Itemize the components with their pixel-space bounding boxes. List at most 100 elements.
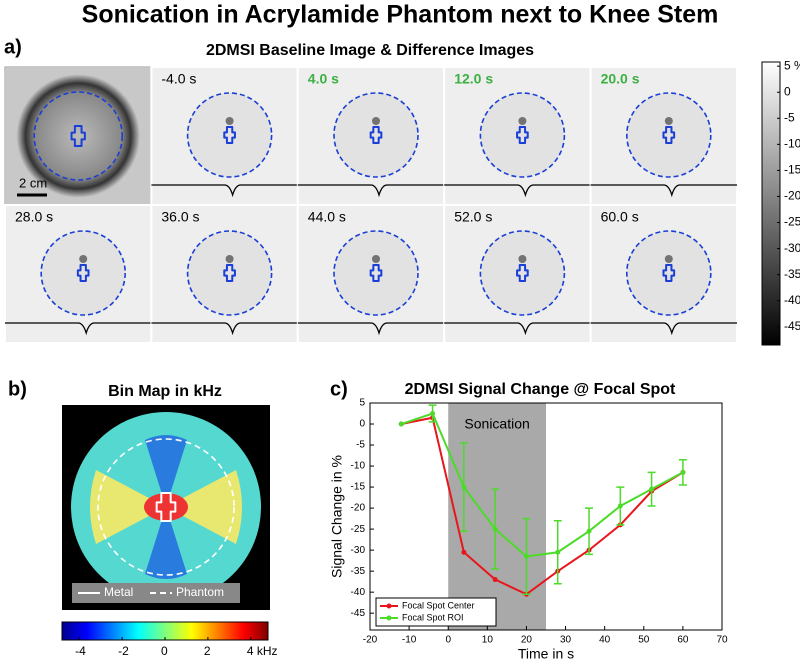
x-tick-label: 70 (716, 635, 728, 646)
metal-outline (223, 264, 236, 282)
metal-outline (662, 126, 676, 144)
panel-label: c) (330, 378, 348, 400)
focal-spot (664, 255, 673, 263)
y-tick-label: -35 (351, 566, 366, 577)
metal-outline (369, 126, 383, 144)
colorbar-label: -5 (784, 110, 795, 124)
phantom-region (186, 230, 273, 316)
phantom-outline (97, 438, 235, 576)
focal-spot (225, 255, 234, 263)
colorbar-label: -10 (784, 137, 800, 151)
data-point (492, 577, 498, 583)
metal-outline (516, 126, 529, 144)
colorbar-label: -30 (784, 241, 800, 255)
x-tick-label: 40 (599, 635, 611, 646)
y-tick-label: -10 (351, 461, 366, 472)
y-tick-label: 0 (359, 419, 365, 430)
colorbar-label: 5 % (784, 58, 800, 72)
phantom-region (625, 230, 712, 316)
metal-outline (662, 264, 676, 282)
profile-line (297, 322, 445, 336)
data-point (492, 526, 498, 532)
profile-line (151, 184, 298, 198)
focal-spot (79, 255, 88, 263)
data-point (680, 469, 686, 475)
colorbar (761, 61, 781, 346)
focal-spot (225, 117, 234, 125)
legend-label: Focal Spot Center (402, 600, 475, 610)
x-tick-label: 20 (521, 635, 533, 646)
y-tick-label: -15 (351, 482, 366, 493)
legend-marker (386, 603, 392, 609)
colorbar-label: -15 (784, 163, 800, 177)
colorbar-label: -20 (784, 189, 800, 203)
profile-line (5, 322, 152, 336)
legend-marker (386, 615, 392, 621)
colorbar-label: -4 (75, 644, 86, 658)
colorbar-label: 4 kHz (247, 644, 278, 658)
colorbar-label: -25 (784, 215, 800, 229)
colorbar-label: -35 (784, 267, 800, 281)
figure-title: Sonication in Acrylamide Phantom next to… (82, 1, 719, 29)
focal-spot (372, 117, 380, 125)
metal-outline (369, 264, 383, 282)
metal-outline (516, 264, 529, 282)
profile-line (590, 184, 737, 198)
phantom-region (333, 230, 419, 316)
y-tick-label: -45 (351, 608, 366, 619)
colorbar-label: 0 (784, 84, 791, 98)
focal-spot (518, 117, 527, 125)
profile-line (444, 184, 591, 198)
colorbar-label: -45 (784, 319, 800, 333)
frame-time: 44.0 s (308, 209, 346, 225)
y-tick-label: -25 (351, 524, 366, 535)
y-tick-label: -40 (351, 587, 366, 598)
x-tick-label: -10 (402, 635, 417, 646)
phantom-region (479, 230, 566, 316)
x-tick-label: 10 (482, 635, 494, 646)
frame-time: 4.0 s (308, 71, 339, 87)
phantom-region (333, 92, 419, 178)
data-point (649, 486, 655, 492)
phantom-region (479, 92, 566, 178)
y-tick-label: -30 (351, 545, 366, 556)
scale-bar-label: 2 cm (19, 175, 47, 190)
profile-line (151, 322, 298, 336)
legend-label: Metal (104, 585, 133, 599)
y-tick-label: -5 (356, 440, 365, 451)
panel-title: 2DMSI Baseline Image & Difference Images (206, 42, 534, 59)
frame-time: 28.0 s (15, 209, 53, 225)
core (144, 493, 188, 521)
focal-spot (664, 117, 673, 125)
data-point (617, 503, 623, 509)
chart-title: 2DMSI Signal Change @ Focal Spot (405, 381, 676, 398)
metal-outline (76, 264, 90, 282)
panel-title: Bin Map in kHz (108, 383, 222, 400)
colorbar-label: 0 (161, 644, 168, 658)
frame-time: 20.0 s (601, 71, 640, 87)
frame-time: 60.0 s (601, 209, 639, 225)
x-tick-label: 0 (445, 635, 451, 646)
series-line (401, 416, 684, 596)
data-point (461, 484, 467, 490)
data-point (461, 549, 467, 555)
colorbar-label: -40 (784, 293, 800, 307)
frame-time: 12.0 s (454, 71, 493, 87)
focal-spot (372, 255, 380, 263)
profile-line (590, 322, 737, 336)
shade (448, 403, 546, 630)
y-axis-label: Signal Change in % (329, 455, 345, 578)
x-axis-label: Time in s (518, 646, 574, 659)
profile-line (444, 322, 591, 336)
frame-time: -4.0 s (161, 71, 196, 87)
x-tick-label: 30 (560, 635, 572, 646)
legend-label: Focal Spot ROI (402, 612, 464, 622)
metal-outline (223, 126, 236, 144)
legend-box (375, 597, 497, 627)
plot-frame (369, 402, 723, 631)
phantom-region (186, 92, 273, 178)
frame-cell (4, 204, 153, 344)
y-tick-label: -20 (351, 503, 366, 514)
x-tick-label: 50 (638, 635, 650, 646)
data-point (430, 411, 436, 417)
